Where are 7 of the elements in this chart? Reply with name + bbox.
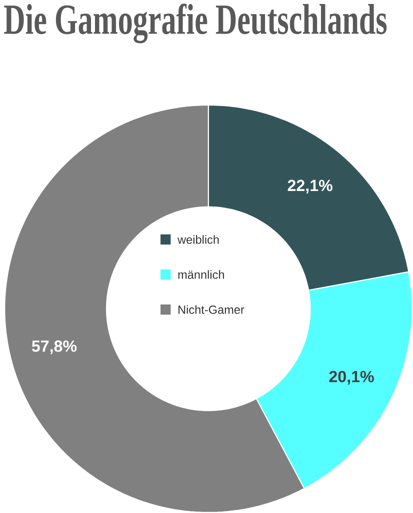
legend-label: Nicht-Gamer	[178, 305, 244, 314]
data-label: 22,1%	[288, 180, 333, 194]
data-label: 57,8%	[32, 340, 77, 354]
data-label: 20,1%	[329, 370, 374, 385]
chart-title: Die Gamografie Deutschlands	[4, 4, 387, 44]
legend-label: weiblich	[178, 235, 219, 244]
legend-label: männlich	[178, 270, 224, 279]
